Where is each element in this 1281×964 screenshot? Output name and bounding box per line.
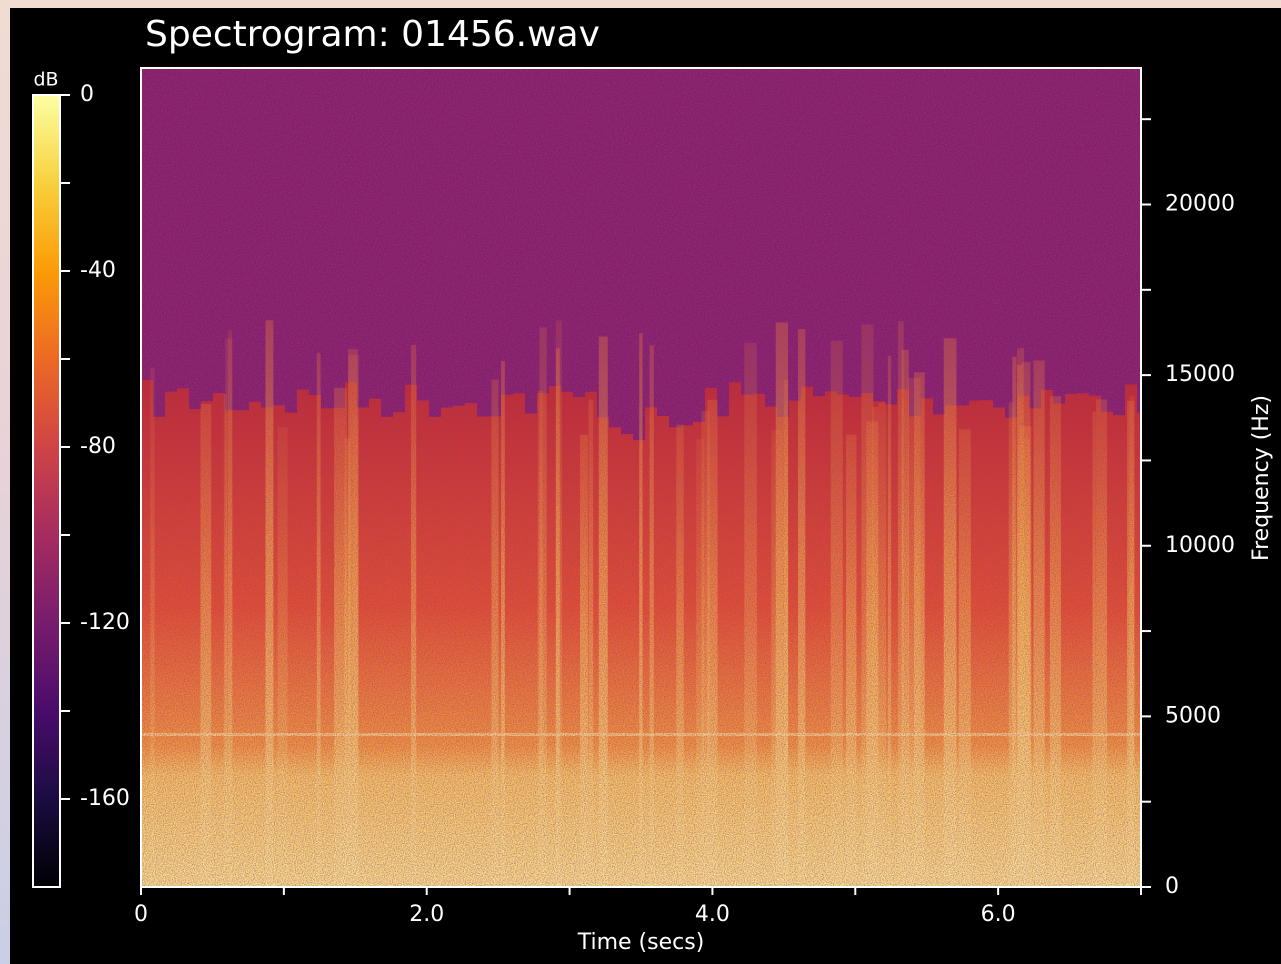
spectrogram-image bbox=[141, 68, 1141, 887]
chart-title: Spectrogram: 01456.wav bbox=[145, 14, 600, 55]
y-axis-label: Frequency (Hz) bbox=[1249, 395, 1274, 561]
colorbar-tick-label: -80 bbox=[80, 434, 116, 459]
y-tick-label: 10000 bbox=[1165, 533, 1235, 558]
x-tick-label: 0 bbox=[134, 902, 148, 927]
y-tick-label: 5000 bbox=[1165, 703, 1221, 728]
colorbar-tick-label: -120 bbox=[80, 610, 130, 635]
y-tick-label: 0 bbox=[1165, 874, 1179, 899]
x-tick-label: 4.0 bbox=[695, 902, 730, 927]
y-tick-label: 15000 bbox=[1165, 362, 1235, 387]
colorbar bbox=[32, 94, 61, 888]
colorbar-tick-label: -160 bbox=[80, 786, 130, 811]
noise bbox=[141, 68, 1141, 887]
y-tick-label: 20000 bbox=[1165, 192, 1235, 217]
colorbar-tick-label: -40 bbox=[80, 258, 116, 283]
plot-frame bbox=[140, 67, 1142, 888]
x-tick-label: 6.0 bbox=[981, 902, 1016, 927]
x-axis-label: Time (secs) bbox=[577, 930, 705, 955]
colorbar-tick-label: 0 bbox=[80, 82, 94, 107]
colorbar-label: dB bbox=[33, 69, 58, 91]
x-tick-label: 2.0 bbox=[409, 902, 444, 927]
